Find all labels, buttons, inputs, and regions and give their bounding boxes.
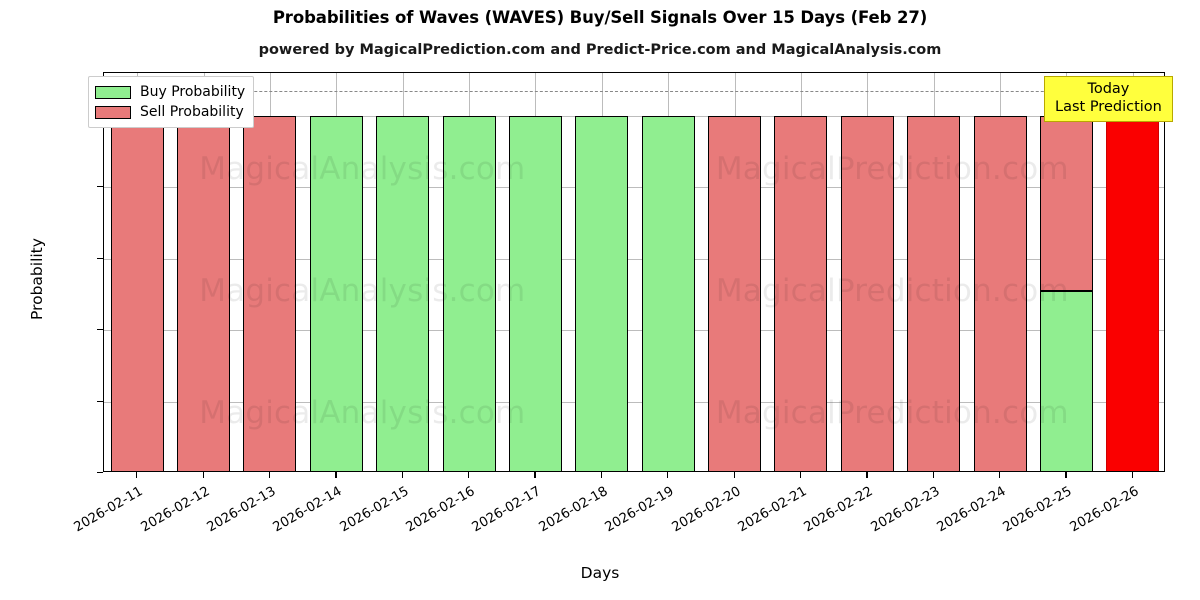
y-tick-mark [97, 329, 103, 331]
y-axis-label: Probability [28, 238, 46, 320]
chart-subtitle: powered by MagicalPrediction.com and Pre… [258, 42, 942, 58]
gridline-horizontal [104, 187, 1164, 189]
x-tick-mark [335, 472, 337, 478]
y-tick-mark [97, 400, 103, 402]
today-annotation: Today Last Prediction [1044, 76, 1173, 123]
legend-label: Sell Probability [140, 104, 244, 120]
x-tick-mark [136, 472, 138, 478]
bar-buy [376, 115, 430, 471]
x-tick-mark [866, 472, 868, 478]
bar-buy [641, 115, 695, 471]
x-tick-label: 2026-02-21 [735, 484, 810, 536]
legend-item: Buy Probability [95, 82, 245, 102]
x-axis-label: Days [580, 564, 620, 582]
x-tick-label: 2026-02-17 [470, 484, 544, 536]
bar-sell [708, 115, 762, 471]
bar-sell [907, 115, 961, 471]
bar-sell [177, 115, 231, 471]
bar-buy [309, 115, 363, 471]
x-tick-mark [667, 472, 669, 478]
reference-dashed-line [104, 90, 1164, 92]
bar-sell [973, 115, 1027, 471]
x-tick-mark [202, 472, 204, 478]
x-tick-label: 2026-02-25 [1001, 484, 1075, 536]
bar-buy [1039, 290, 1093, 471]
gridline-horizontal [104, 330, 1164, 332]
bar-buy [508, 115, 562, 471]
gridline-horizontal [104, 115, 1164, 117]
x-tick-mark [534, 472, 536, 478]
legend-swatch [95, 85, 131, 99]
x-tick-mark [401, 472, 403, 478]
x-tick-label: 2026-02-22 [801, 484, 876, 536]
chart-legend: Buy Probability Sell Probability [88, 76, 255, 128]
bar-sell [110, 115, 164, 471]
legend-item: Sell Probability [95, 102, 245, 122]
x-tick-label: 2026-02-11 [71, 484, 146, 536]
x-tick-mark [999, 472, 1001, 478]
x-tick-mark [799, 472, 802, 478]
gridline-horizontal [104, 401, 1164, 403]
bar-today [1106, 115, 1160, 471]
legend-swatch [95, 105, 131, 119]
bar-buy [575, 115, 629, 471]
y-tick-mark [97, 257, 103, 259]
bar-sell [1039, 115, 1093, 291]
y-tick-mark [97, 472, 103, 474]
chart-title: Probabilities of Waves (WAVES) Buy/Sell … [272, 8, 928, 27]
x-tick-mark [932, 472, 934, 478]
x-tick-mark [600, 472, 602, 478]
x-tick-label: 2026-02-14 [270, 484, 345, 536]
bar-sell [774, 115, 828, 471]
x-tick-mark [733, 472, 735, 478]
today-annotation-line2: Last Prediction [1055, 98, 1162, 115]
y-tick-mark [97, 186, 103, 188]
x-tick-mark [268, 472, 271, 478]
today-annotation-line1: Today [1087, 81, 1130, 97]
gridline-horizontal [104, 258, 1164, 260]
x-tick-label: 2026-02-19 [602, 484, 677, 536]
x-tick-mark [1131, 472, 1133, 478]
legend-label: Buy Probability [140, 84, 246, 100]
x-tick-label: 2026-02-13 [204, 484, 279, 536]
x-tick-mark [468, 472, 470, 478]
x-tick-label: 2026-02-16 [403, 484, 478, 536]
x-tick-label: 2026-02-12 [138, 484, 213, 536]
x-tick-label: 2026-02-23 [868, 484, 943, 536]
x-tick-label: 2026-02-24 [934, 484, 1009, 536]
plot-area: MagicalAnalysis.comMagicalPrediction.com… [103, 72, 1165, 472]
x-tick-mark [1065, 472, 1067, 478]
x-tick-label: 2026-02-15 [337, 484, 412, 536]
bar-sell [243, 115, 297, 471]
bar-sell [840, 115, 894, 471]
bar-buy [442, 115, 496, 471]
x-tick-label: 2026-02-20 [669, 484, 744, 536]
